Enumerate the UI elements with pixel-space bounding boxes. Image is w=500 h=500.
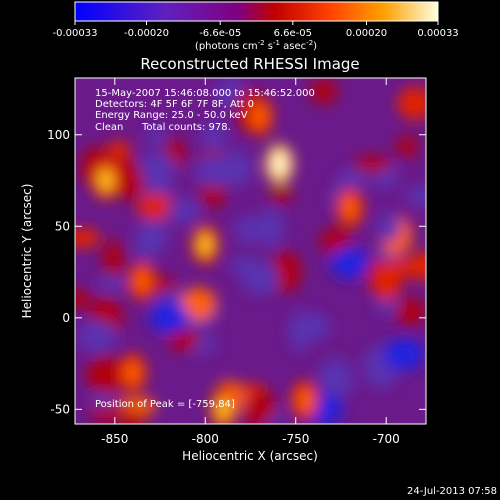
image-speckle [396, 135, 418, 158]
annotations: 15-May-2007 15:46:08.000 to 15:46:52.000… [95, 88, 315, 410]
image-speckle [137, 151, 176, 185]
bright-region [133, 269, 150, 294]
colorbar-ticks: -0.00033 -0.00020 -6.6e-05 6.6e-05 0.00020 0.… [53, 21, 459, 39]
image-speckle [200, 122, 228, 151]
colorbar-tick-label: -0.00033 [53, 28, 98, 39]
x-tick-label: -750 [282, 432, 309, 446]
bright-region [215, 397, 232, 422]
dark-region [330, 246, 371, 279]
image-speckle [86, 356, 125, 394]
y-axis-ticks: -50 0 50 100 [47, 128, 426, 416]
image-speckle [256, 208, 285, 248]
units-exp2: -1 [273, 39, 280, 47]
x-tick-label: -800 [192, 432, 219, 446]
annotation-clean: Clean [95, 122, 123, 133]
image-speckle [253, 391, 277, 421]
image-speckle [180, 287, 217, 321]
timestamp: 24-Jul-2013 07:58 [407, 486, 497, 497]
colorbar-tick-label: 0.00033 [417, 28, 458, 39]
image-speckle [117, 396, 157, 417]
image-blobs [75, 78, 426, 424]
bright-region [378, 269, 395, 294]
units-mid2: asec [280, 41, 306, 52]
x-tick-label: -850 [101, 432, 128, 446]
image-speckle [135, 219, 156, 263]
image-speckle [234, 215, 260, 245]
units-end: ) [313, 41, 317, 52]
y-tick-label: 0 [62, 311, 70, 325]
x-axis-label: Heliocentric X (arcsec) [182, 449, 318, 463]
colorbar: -0.00033 -0.00020 -6.6e-05 6.6e-05 0.00020 0.… [53, 1, 459, 52]
colorbar-tick-label: 6.6e-05 [274, 28, 312, 39]
image-speckle [377, 212, 401, 243]
bright-region [124, 360, 141, 385]
annotation-counts: Total counts: 978. [141, 122, 231, 133]
image-speckle [167, 197, 201, 225]
image-speckle [310, 78, 338, 104]
image-speckle [121, 410, 144, 424]
image-speckle [136, 193, 176, 221]
image-speckle [145, 127, 167, 146]
image-speckle [106, 141, 132, 158]
x-tick-label: -700 [373, 432, 400, 446]
image-speckle [318, 358, 354, 399]
dark-region [149, 301, 190, 334]
image-speckle [353, 155, 392, 173]
colorbar-tick-label: -0.00020 [124, 28, 169, 39]
annotation-time: 15-May-2007 15:46:08.000 to 15:46:52.000 [95, 88, 315, 99]
image-speckle [395, 297, 426, 326]
bright-region [251, 104, 268, 129]
bright-region [342, 195, 359, 220]
image-speckle [149, 276, 177, 294]
image-speckle [374, 296, 400, 314]
image-speckle [336, 169, 369, 189]
x-axis-ticks: -850 -800 -750 -700 [101, 78, 400, 446]
colorbar-tick-label: 0.00020 [346, 28, 387, 39]
image-speckle [97, 275, 126, 293]
image-speckle [229, 255, 263, 275]
bright-region [197, 232, 214, 257]
bright-region [296, 388, 313, 413]
image-speckle [75, 228, 101, 249]
image-speckle [167, 329, 200, 352]
bright-region [271, 152, 288, 177]
units-exp3: -2 [306, 39, 313, 47]
colorbar-units: (photons cm-2 s-1 asec-2) [195, 39, 317, 52]
plot-area [75, 78, 426, 424]
units-mid1: s [265, 41, 273, 52]
plot-frame [74, 77, 427, 425]
dark-region [76, 320, 117, 353]
units-main: (photons cm [195, 41, 258, 52]
y-tick-label: 50 [55, 219, 70, 233]
image-speckle [406, 251, 426, 281]
units-exp1: -2 [258, 39, 265, 47]
colorbar-gradient [74, 1, 439, 22]
image-speckle [103, 240, 124, 278]
image-speckle [288, 310, 311, 352]
bright-region [97, 168, 114, 193]
image-speckle [75, 290, 92, 309]
annotation-detectors: Detectors: 4F 5F 6F 7F 8F, Att 0 [95, 99, 254, 110]
image-speckle [397, 86, 426, 121]
image-speckle [91, 391, 118, 409]
annotation-energy: Energy Range: 25.0 - 50.0 keV [95, 110, 248, 121]
y-tick-label: -50 [50, 402, 70, 416]
image-speckle [269, 187, 292, 204]
colorbar-tick-label: -6.6e-05 [199, 28, 241, 39]
y-axis-label: Heliocentric Y (arcsec) [20, 184, 34, 319]
chart-title: Reconstructed RHESSI Image [140, 55, 359, 73]
dark-region [194, 155, 235, 188]
image-speckle [405, 185, 426, 207]
dark-region [384, 338, 425, 371]
y-tick-label: 100 [47, 128, 70, 142]
annotation-peak: Position of Peak = [-759,84] [95, 399, 235, 410]
